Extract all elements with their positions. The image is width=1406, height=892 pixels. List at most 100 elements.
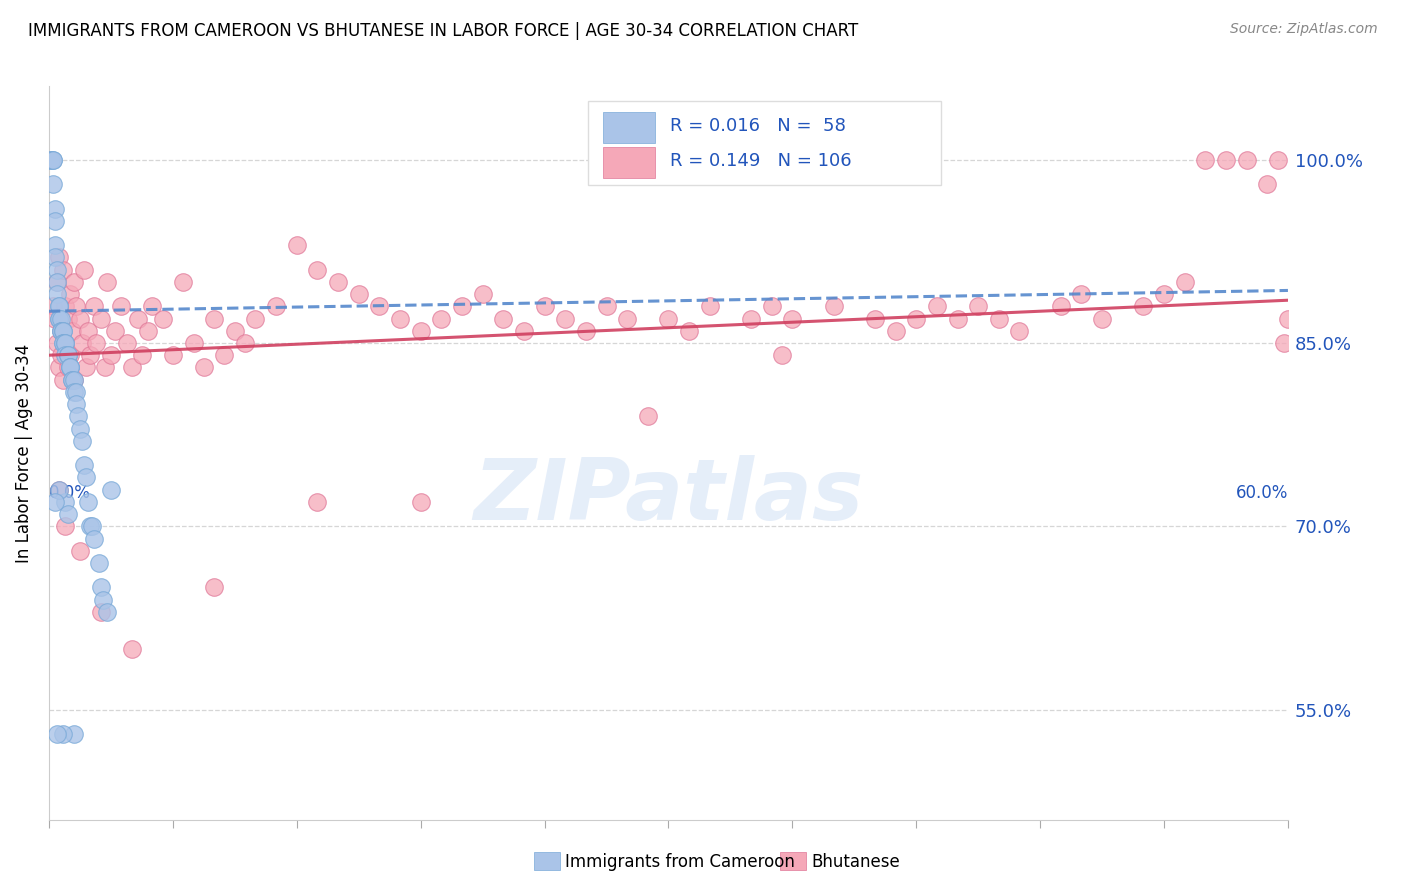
Point <box>69 311 91 326</box>
Point <box>233 336 256 351</box>
Point <box>657 311 679 326</box>
Point <box>214 348 236 362</box>
Point <box>90 311 112 326</box>
Point <box>637 409 659 424</box>
Point <box>60 324 83 338</box>
Point <box>823 299 845 313</box>
Point <box>51 348 73 362</box>
Point <box>42 299 65 313</box>
Point <box>48 251 70 265</box>
Point <box>616 311 638 326</box>
Point <box>409 495 432 509</box>
Point <box>761 299 783 313</box>
Point <box>117 336 139 351</box>
Point <box>83 299 105 313</box>
Point <box>389 311 412 326</box>
Point <box>183 336 205 351</box>
Point <box>62 384 84 399</box>
Point <box>55 336 77 351</box>
Point <box>62 373 84 387</box>
Point <box>91 592 114 607</box>
Point <box>141 299 163 313</box>
Point <box>52 324 75 338</box>
Point <box>46 287 69 301</box>
Point <box>46 275 69 289</box>
Point <box>430 311 453 326</box>
Text: IMMIGRANTS FROM CAMEROON VS BHUTANESE IN LABOR FORCE | AGE 30-34 CORRELATION CHA: IMMIGRANTS FROM CAMEROON VS BHUTANESE IN… <box>28 22 859 40</box>
Point <box>96 275 118 289</box>
Point <box>245 311 267 326</box>
Point <box>52 727 75 741</box>
Point <box>86 336 108 351</box>
Point <box>100 483 122 497</box>
Point <box>52 336 75 351</box>
Point <box>127 311 149 326</box>
Point <box>73 262 96 277</box>
Point <box>77 324 100 338</box>
Point <box>96 605 118 619</box>
Text: 60.0%: 60.0% <box>1236 483 1288 502</box>
Point <box>884 324 907 338</box>
Point <box>73 458 96 473</box>
Point <box>62 373 84 387</box>
Point <box>224 324 246 338</box>
Point <box>967 299 990 313</box>
Point <box>70 336 93 351</box>
Point <box>62 275 84 289</box>
Point <box>533 299 555 313</box>
Point <box>79 348 101 362</box>
Point <box>678 324 700 338</box>
Point <box>1277 311 1299 326</box>
Point <box>55 348 77 362</box>
FancyBboxPatch shape <box>603 147 655 178</box>
Point <box>863 311 886 326</box>
Point <box>46 262 69 277</box>
Point <box>44 251 66 265</box>
Point <box>44 311 66 326</box>
Point <box>451 299 474 313</box>
Point <box>48 299 70 313</box>
Point <box>65 384 87 399</box>
Point <box>75 360 97 375</box>
Point <box>121 641 143 656</box>
FancyBboxPatch shape <box>588 101 941 186</box>
Text: Immigrants from Cameroon: Immigrants from Cameroon <box>565 853 794 871</box>
Point <box>925 299 948 313</box>
Point <box>1132 299 1154 313</box>
Point <box>42 153 65 167</box>
Point <box>513 324 536 338</box>
Point <box>307 262 329 277</box>
Point <box>1236 153 1258 167</box>
Point <box>1153 287 1175 301</box>
Point <box>70 434 93 448</box>
Point <box>110 299 132 313</box>
Point <box>87 556 110 570</box>
Point <box>740 311 762 326</box>
Point <box>326 275 349 289</box>
Point <box>44 214 66 228</box>
Text: Bhutanese: Bhutanese <box>811 853 900 871</box>
Point <box>56 348 79 362</box>
Point <box>48 311 70 326</box>
Point <box>595 299 617 313</box>
Point <box>59 348 82 362</box>
Text: Source: ZipAtlas.com: Source: ZipAtlas.com <box>1230 22 1378 37</box>
Point <box>285 238 308 252</box>
Y-axis label: In Labor Force | Age 30-34: In Labor Force | Age 30-34 <box>15 343 32 563</box>
Point <box>39 153 62 167</box>
Point <box>56 507 79 521</box>
Point <box>104 324 127 338</box>
Point <box>44 495 66 509</box>
Point <box>193 360 215 375</box>
Point <box>55 336 77 351</box>
Point <box>575 324 598 338</box>
Point <box>44 202 66 216</box>
Point <box>152 311 174 326</box>
Point <box>55 495 77 509</box>
Point <box>39 153 62 167</box>
Point <box>136 324 159 338</box>
Point <box>202 311 225 326</box>
Point <box>59 360 82 375</box>
Text: ZIPatlas: ZIPatlas <box>474 456 863 539</box>
Text: 0.0%: 0.0% <box>49 483 91 502</box>
